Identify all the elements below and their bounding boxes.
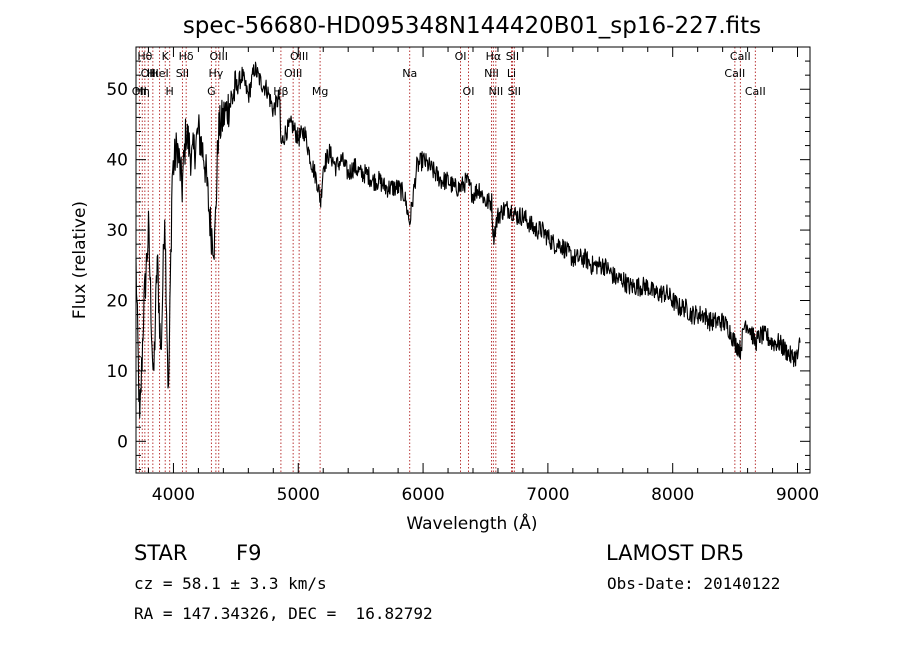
spectral-line-label: OI xyxy=(455,50,467,63)
object-subclass: F9 xyxy=(236,541,262,565)
y-tick-label: 50 xyxy=(106,80,128,100)
redshift-cz: cz = 58.1 ± 3.3 km/s xyxy=(134,574,327,593)
spectral-line-label: HeI xyxy=(150,67,168,80)
y-axis: 0 10 20 30 40 50 xyxy=(106,60,810,470)
x-tick-label: 6000 xyxy=(401,485,444,505)
spectral-line-label: CaII xyxy=(724,67,745,80)
spectral-line-label: H xyxy=(166,85,174,98)
spectral-line-label: Hγ xyxy=(208,67,223,80)
spectral-line-label: OI xyxy=(463,85,475,98)
y-tick-label: 40 xyxy=(106,151,128,171)
x-tick-label: 4000 xyxy=(152,485,195,505)
spectral-line-label: SII xyxy=(176,67,189,80)
spectral-line-label: Hδ xyxy=(179,50,194,63)
spectral-line-label: Hθ xyxy=(137,50,152,63)
spectral-line-label: Mg xyxy=(312,85,328,98)
chart-title: spec-56680-HD095348N144420B01_sp16-227.f… xyxy=(183,13,761,39)
spectral-line-label: K xyxy=(162,50,170,63)
spectral-line-label: G xyxy=(207,85,216,98)
spectral-line-label: OIII xyxy=(210,50,228,63)
observation-date: Obs-Date: 20140122 xyxy=(607,574,781,593)
spectral-line-label: NII xyxy=(488,85,503,98)
survey-name: LAMOST DR5 xyxy=(606,541,745,565)
spectral-line-label: OIII xyxy=(284,67,302,80)
x-tick-label: 8000 xyxy=(651,485,694,505)
spectral-line-label: SII xyxy=(508,85,521,98)
coordinates: RA = 147.34326, DEC = 16.82792 xyxy=(134,604,433,623)
spectral-line-label: Li xyxy=(507,67,516,80)
spectral-line-label: Na xyxy=(402,67,417,80)
y-tick-label: 20 xyxy=(106,291,128,311)
y-tick-label: 0 xyxy=(117,432,128,452)
y-tick-label: 10 xyxy=(106,362,128,382)
spectral-line-label: NII xyxy=(484,67,499,80)
spectrum-line xyxy=(135,61,801,419)
x-axis: 4000 5000 6000 7000 8000 9000 xyxy=(147,47,819,505)
plot-frame xyxy=(135,46,811,474)
spectral-line-label: SII xyxy=(506,50,519,63)
spectral-line-label: CaII xyxy=(730,50,751,63)
object-class: STAR xyxy=(134,541,188,565)
x-tick-label: 9000 xyxy=(776,485,819,505)
spectral-line-label: OII xyxy=(141,67,156,80)
x-tick-label: 5000 xyxy=(277,485,320,505)
x-axis-label: Wavelength (Å) xyxy=(406,512,537,534)
spectral-line-labels: OIIHηHθOIIHιHeIKHSIIHδGHγOIIIHβOIIIOIIIM… xyxy=(132,50,766,98)
spectral-line-label: OIII xyxy=(290,50,308,63)
spectral-line-markers xyxy=(138,47,756,473)
spectral-line-label: CaII xyxy=(745,85,766,98)
x-tick-label: 7000 xyxy=(526,485,569,505)
y-tick-label: 30 xyxy=(106,221,128,241)
spectral-line-label: Hι xyxy=(147,67,159,80)
spectral-line-label: Hη xyxy=(135,85,150,98)
y-axis-label: Flux (relative) xyxy=(70,201,90,319)
spectral-line-label: Hβ xyxy=(273,85,288,98)
spectral-line-label: Hα xyxy=(486,50,502,63)
